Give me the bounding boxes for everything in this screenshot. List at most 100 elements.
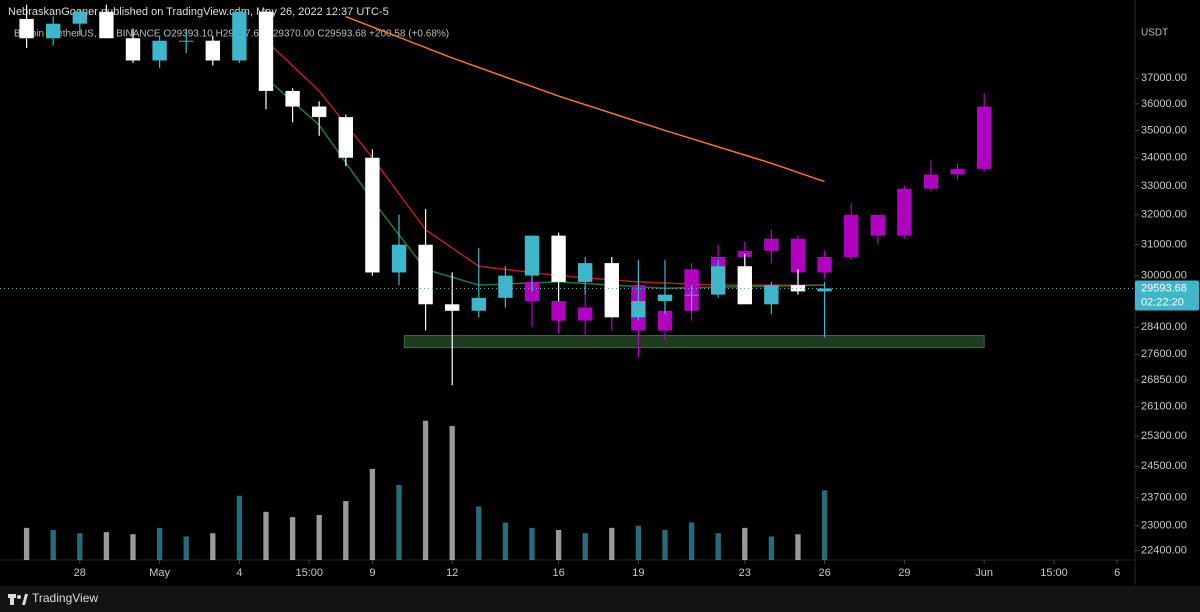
volume-bar — [688, 522, 695, 560]
candle-body — [258, 11, 274, 91]
candle-body — [764, 238, 779, 251]
candle-body — [657, 310, 673, 331]
x-tick-label: 28 — [74, 567, 86, 579]
volume-bar — [635, 525, 642, 560]
volume-bar — [422, 420, 429, 560]
y-tick-label: 37000.00 — [1141, 72, 1187, 84]
y-tick-label: 32000.00 — [1141, 209, 1187, 221]
y-tick-label: 25300.00 — [1141, 430, 1187, 442]
candle-body — [46, 23, 61, 39]
candle-body — [578, 307, 593, 321]
candle-body — [764, 285, 779, 305]
candle-body — [897, 188, 912, 236]
candle-body — [631, 301, 646, 318]
volume-bar — [555, 530, 562, 560]
volume-bar — [156, 527, 163, 560]
candle-body — [445, 304, 460, 311]
x-tick-label: 16 — [552, 567, 564, 579]
x-tick-label: 15:00 — [1040, 567, 1068, 579]
candle-body — [125, 38, 141, 61]
y-tick-label: 28400.00 — [1141, 321, 1187, 333]
y-tick-label: 30000.00 — [1141, 270, 1187, 282]
footer-bar — [0, 586, 1200, 612]
x-tick-label: 6 — [1114, 567, 1120, 579]
countdown: 02:22:20 — [1141, 296, 1184, 308]
volume-bar — [77, 533, 83, 560]
volume-bar — [742, 527, 748, 560]
candle-body — [737, 266, 752, 305]
candle-body — [790, 285, 806, 292]
x-tick-label: 19 — [632, 567, 644, 579]
y-tick-label: 24500.00 — [1141, 460, 1187, 472]
y-tick-label: 31000.00 — [1141, 239, 1187, 251]
candle-body — [950, 168, 965, 175]
volume-bar — [23, 527, 30, 560]
y-tick-label: 22400.00 — [1141, 545, 1187, 557]
candle-body — [551, 235, 566, 282]
candle-body — [179, 40, 194, 42]
candle-body — [365, 157, 380, 273]
volume-bar — [795, 534, 801, 560]
logo — [8, 594, 28, 605]
volume-bar — [343, 501, 349, 560]
candle-body — [551, 301, 566, 321]
candle-body — [498, 275, 513, 298]
volume-bar — [476, 506, 482, 560]
volume-bar — [502, 522, 509, 560]
volume-bar — [449, 426, 455, 560]
y-tick-label: 26850.00 — [1141, 374, 1187, 386]
volume-bar — [715, 533, 721, 560]
candle-body — [817, 288, 832, 292]
candle-body — [152, 40, 167, 61]
x-tick-label: 15:00 — [295, 567, 323, 579]
x-tick-label: Jun — [975, 567, 993, 579]
candle-body — [844, 214, 859, 257]
candle-body — [418, 244, 433, 305]
volume-bar — [263, 511, 269, 560]
candle-body — [578, 263, 593, 282]
y-tick-label: 26100.00 — [1141, 401, 1187, 413]
candle-body — [684, 294, 699, 296]
candle-body — [285, 90, 300, 107]
volume-bar — [396, 485, 402, 560]
candle-body — [205, 40, 220, 61]
volume-bar — [50, 530, 56, 560]
header: NebraskanGooner published on TradingView… — [8, 6, 389, 18]
moving-average — [345, 15, 825, 183]
candle-body — [976, 106, 992, 169]
y-tick-label: 35000.00 — [1141, 124, 1187, 136]
legend: Bitcoin / TetherUS, 4h, BINANCE O29393.1… — [14, 29, 449, 40]
candle-body — [19, 18, 34, 39]
candle-body — [923, 174, 939, 189]
support-zone — [403, 335, 985, 349]
volume-bar — [662, 530, 668, 560]
candle-body — [711, 266, 726, 295]
volume-bar — [821, 490, 828, 560]
footer-brand: TradingView — [32, 591, 98, 605]
candle-body — [232, 11, 247, 61]
x-tick-label: 4 — [236, 567, 242, 579]
x-tick-label: 26 — [818, 567, 830, 579]
currency-label: USDT — [1141, 28, 1168, 39]
candle-body — [338, 117, 353, 158]
volume-bar — [210, 533, 216, 560]
y-tick-label: 36000.00 — [1141, 98, 1187, 110]
volume-bar — [582, 533, 588, 560]
x-tick-label: May — [149, 567, 170, 579]
y-tick-label: 27600.00 — [1141, 348, 1187, 360]
x-tick-label: 9 — [369, 567, 375, 579]
y-tick-label: 33000.00 — [1141, 180, 1187, 192]
x-tick-label: 23 — [739, 567, 751, 579]
volume-bar — [183, 536, 189, 560]
candle-body — [471, 297, 486, 311]
candle-body — [72, 11, 87, 24]
volume-bar — [103, 532, 110, 560]
volume-bar — [609, 527, 615, 560]
candle-body — [657, 294, 673, 302]
candle-body — [312, 106, 327, 118]
candle-body — [817, 256, 832, 273]
last-price-label: 29593.68 — [1141, 282, 1187, 294]
y-tick-label: 34000.00 — [1141, 152, 1187, 164]
